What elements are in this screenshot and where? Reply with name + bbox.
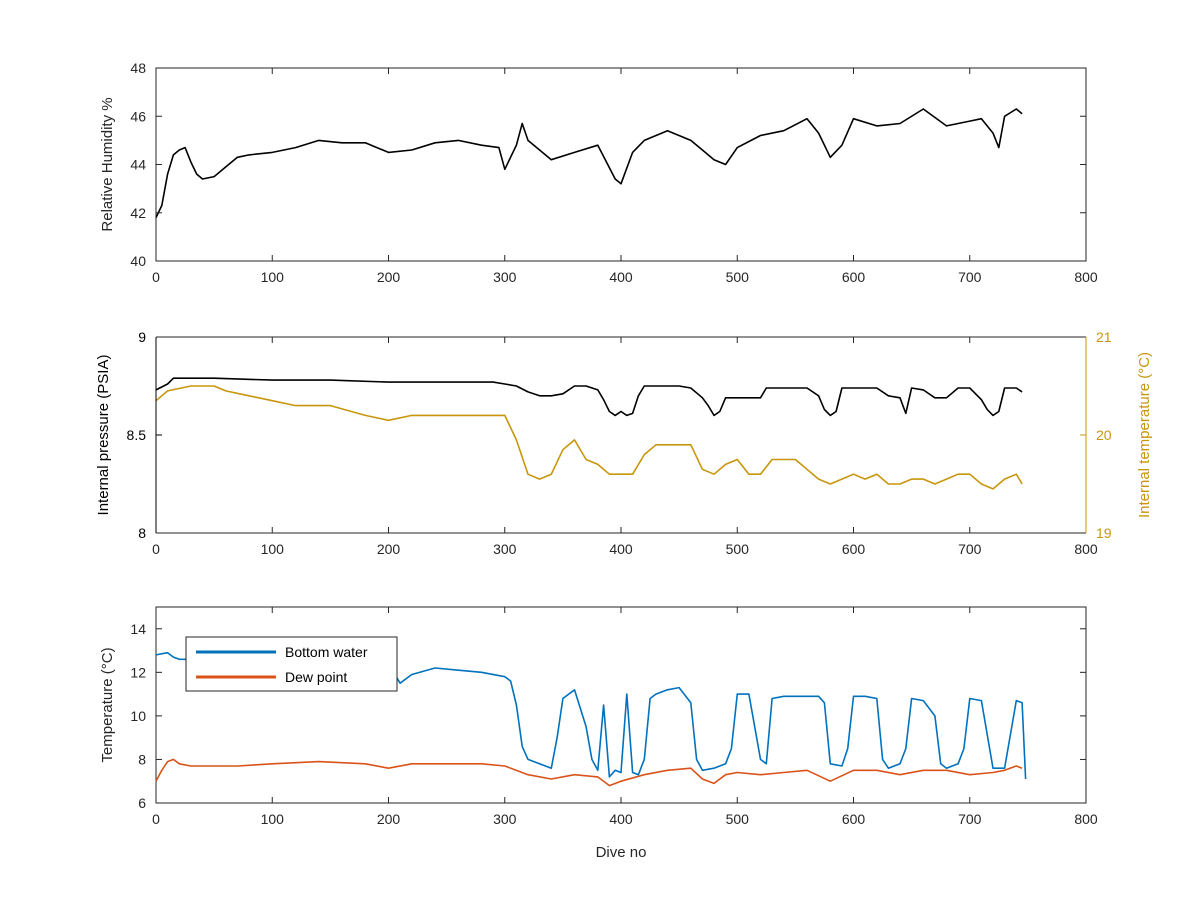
temperature-y-tick-label: 10: [130, 708, 146, 724]
humidity-x-tick-label: 100: [261, 269, 285, 285]
humidity-y-tick-label: 46: [130, 108, 146, 124]
temperature-x-tick-label: 700: [958, 811, 982, 827]
temperature-y-tick-label: 6: [138, 795, 146, 811]
humidity-y-tick-label: 48: [130, 60, 146, 76]
temperature-x-tick-label: 400: [609, 811, 633, 827]
dew-point-series-line: [155, 758, 1023, 787]
legend: Bottom water Dew point: [185, 636, 398, 692]
humidity-ticks: 0 100 200 300 400 500 600 700 800 40 42 44 46 48: [130, 60, 1097, 285]
pressure-series-layer: [155, 377, 1023, 490]
pressure-y-tick-label: 8.5: [127, 427, 147, 443]
humidity-y-axis-label: Relative Humidity %: [99, 97, 116, 231]
internal-pressure-series-line: [155, 377, 1023, 417]
pressure-plot-area: [156, 337, 1086, 533]
pressure-panel: 0 100 200 300 400 500 600 700 800 8 8.5 9 19 20 21 Int…: [95, 329, 1153, 557]
humidity-x-tick-label: 800: [1074, 269, 1098, 285]
temperature-x-tick-label: 200: [377, 811, 401, 827]
humidity-y-tick-label: 42: [130, 205, 146, 221]
humidity-plot-area: [155, 67, 1087, 262]
pressure-x-tick-label: 700: [958, 541, 982, 557]
bottom-water-series-line: [155, 651, 1027, 780]
legend-label-dew-point: Dew point: [285, 669, 347, 685]
temperature-y-tick-label: 14: [130, 621, 146, 637]
temperature-panel: 0 100 200 300 400 500 600 700 800 6 8 10 12 14 Temper…: [99, 606, 1098, 861]
temperature-x-tick-label: 600: [842, 811, 866, 827]
temperature-x-tick-label: 100: [261, 811, 285, 827]
humidity-x-tick-label: 300: [493, 269, 517, 285]
legend-box: [185, 636, 398, 692]
temperature-x-tick-label: 500: [726, 811, 750, 827]
humidity-x-tick-label: 700: [958, 269, 982, 285]
pressure-x-tick-label: 0: [152, 541, 160, 557]
internal-temperature-y-tick-label: 20: [1096, 427, 1112, 443]
pressure-x-tick-label: 800: [1074, 541, 1098, 557]
pressure-x-tick-label: 600: [842, 541, 866, 557]
temperature-plot-area: [155, 606, 1087, 804]
temperature-x-tick-label: 0: [152, 811, 160, 827]
pressure-y-tick-label: 8: [138, 525, 146, 541]
humidity-y-tick-label: 44: [130, 157, 146, 173]
humidity-x-tick-label: 600: [842, 269, 866, 285]
pressure-x-tick-label: 200: [377, 541, 401, 557]
pressure-x-tick-label: 100: [261, 541, 285, 557]
humidity-panel: 0 100 200 300 400 500 600 700 800 40 42 44 46 48 Rela…: [99, 60, 1098, 285]
humidity-series-layer: [155, 108, 1023, 218]
humidity-x-tick-label: 0: [152, 269, 160, 285]
temperature-y-tick-label: 8: [138, 751, 146, 767]
temperature-series-layer: [155, 651, 1027, 787]
humidity-x-tick-label: 500: [726, 269, 750, 285]
internal-temperature-y-tick-label: 19: [1096, 525, 1112, 541]
temperature-ticks: 0 100 200 300 400 500 600 700 800 6 8 10 12 14: [130, 607, 1098, 827]
pressure-ticks: 0 100 200 300 400 500 600 700 800 8 8.5 9 19 20 21: [127, 329, 1112, 557]
temperature-x-tick-label: 300: [493, 811, 517, 827]
internal-temperature-series-line: [155, 385, 1023, 490]
temperature-y-tick-label: 12: [130, 664, 146, 680]
pressure-y-tick-label: 9: [138, 329, 146, 345]
humidity-y-tick-label: 40: [130, 253, 146, 269]
pressure-x-tick-label: 300: [493, 541, 517, 557]
internal-temperature-y-axis-label: Internal temperature (°C): [1136, 352, 1153, 518]
internal-temperature-y-tick-label: 21: [1096, 329, 1112, 345]
x-axis-label: Dive no: [596, 844, 647, 861]
legend-label-bottom-water: Bottom water: [285, 644, 368, 660]
pressure-x-tick-label: 500: [726, 541, 750, 557]
temperature-x-tick-label: 800: [1074, 811, 1098, 827]
pressure-x-tick-label: 400: [609, 541, 633, 557]
humidity-series-line: [155, 108, 1023, 218]
pressure-y-axis-label: Internal pressure (PSIA): [95, 355, 112, 516]
humidity-x-tick-label: 200: [377, 269, 401, 285]
humidity-x-tick-label: 400: [609, 269, 633, 285]
temperature-y-axis-label: Temperature (°C): [99, 647, 116, 762]
